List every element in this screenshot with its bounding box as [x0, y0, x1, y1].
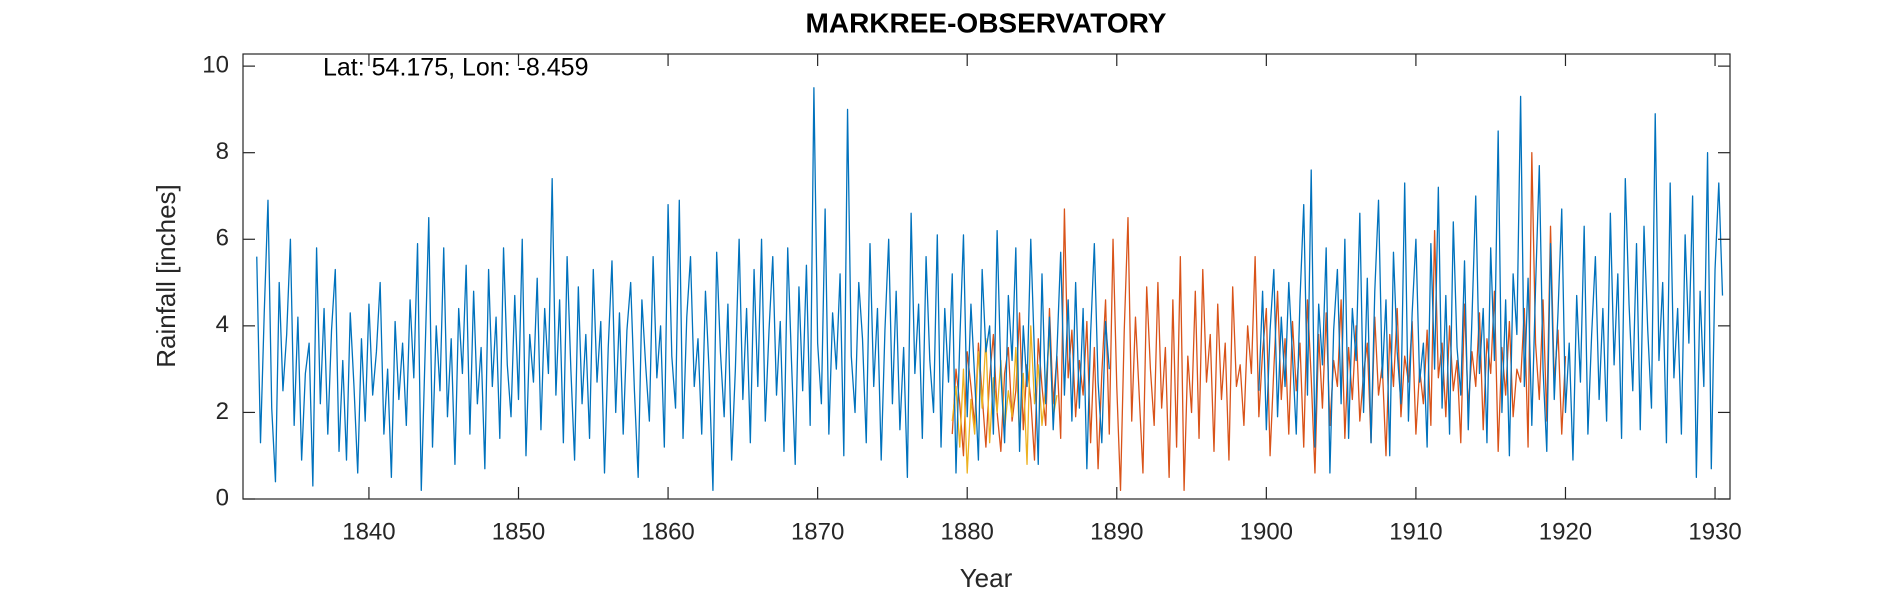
- chart-title: MARKREE-OBSERVATORY: [806, 7, 1167, 38]
- x-tick-label: 1920: [1539, 518, 1592, 545]
- y-tick-label: 10: [202, 51, 229, 78]
- axes-box: [242, 53, 1731, 500]
- y-tick-label: 8: [216, 138, 229, 165]
- series-line: [951, 152, 1567, 491]
- x-tick-label: 1890: [1090, 518, 1143, 545]
- x-tick-label: 1840: [342, 518, 395, 545]
- annotation: Lat: 54.175, Lon: -8.459: [323, 54, 589, 82]
- x-tick-label: 1900: [1240, 518, 1293, 545]
- y-tick-label: 6: [216, 225, 229, 252]
- x-tick-label: 1860: [641, 518, 694, 545]
- y-axis-label: Rainfall [inches]: [151, 184, 181, 368]
- x-tick-label: 1870: [791, 518, 844, 545]
- x-tick-label: 1930: [1688, 518, 1741, 545]
- series-line: [256, 87, 1724, 491]
- y-tick-label: 0: [216, 484, 229, 511]
- y-tick-label: 4: [216, 311, 229, 338]
- x-axis-label: Year: [960, 563, 1013, 591]
- y-tick-label: 2: [216, 398, 229, 425]
- lines: [256, 87, 1724, 491]
- x-tick-label: 1880: [941, 518, 994, 545]
- x-tick-label: 1850: [492, 518, 545, 545]
- x-tick-label: 1910: [1389, 518, 1442, 545]
